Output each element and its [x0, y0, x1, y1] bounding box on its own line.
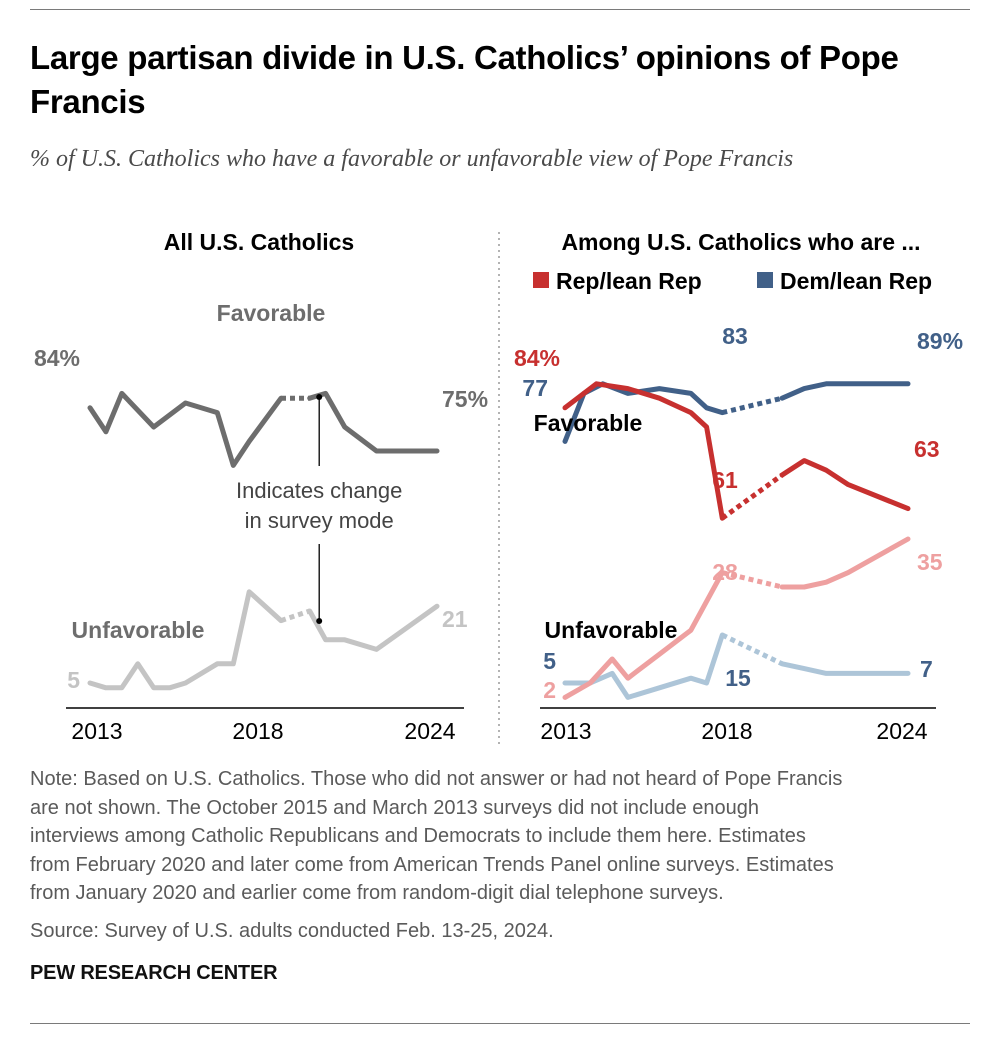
all-unfavorable-mode-change-segment: [280, 608, 311, 623]
all-favorable-end-label: 75%: [442, 386, 488, 412]
legend-label-rep: Rep/lean Rep: [556, 268, 702, 294]
note-line: interviews among Catholic Republicans an…: [30, 825, 806, 847]
rep-unfavorable-point-label: 28: [712, 559, 738, 585]
chart-canvas: All U.S. Catholics Among U.S. Catholics w…: [34, 229, 963, 745]
dem-unfavorable-mode-change-segment: [721, 632, 784, 667]
dem-favorable-start-label: 77: [522, 375, 548, 401]
mode-marker-bottom-dot: [316, 618, 323, 624]
rep-unfavorable-start-label: 2: [543, 677, 556, 703]
legend-swatch-dem: [757, 272, 773, 288]
note-line: are not shown. The October 2015 and Marc…: [30, 796, 759, 819]
all-favorable-line: [307, 390, 440, 454]
legend-label-dem: Dem/lean Rep: [780, 268, 932, 294]
chart-note: Note: Based on U.S. Catholics. Those who…: [30, 765, 975, 908]
rep-favorable-start-label: 84%: [514, 345, 560, 371]
all-unfavorable-series-label: Unfavorable: [72, 617, 205, 643]
dem-favorable-mode-change-segment: [721, 395, 783, 416]
right-favorable-series-label: Favorable: [534, 410, 643, 436]
chart-subtitle: % of U.S. Catholics who have a favorable…: [30, 146, 794, 172]
left-x-tick-label-2024: 2024: [404, 718, 455, 744]
rep-unfavorable-mode-change-segment: [721, 570, 783, 590]
rep-unfavorable-end-label: 35: [917, 549, 943, 575]
rep-favorable-mode-change-segment: [720, 472, 784, 521]
left-x-tick-label-2018: 2018: [232, 718, 283, 744]
rep-favorable-end-label: 63: [914, 436, 940, 462]
dem-unfavorable-end-label: 7: [920, 656, 933, 682]
dem-favorable-line: [779, 381, 911, 401]
rep-favorable-line: [562, 381, 725, 521]
mode-annotation-line-1: Indicates change: [236, 478, 402, 503]
dem-favorable-point-label: 83: [722, 323, 748, 349]
note-line: from January 2020 and earlier come from …: [30, 882, 724, 904]
mode-annotation-line-2: in survey mode: [245, 508, 394, 533]
top-rule: [30, 9, 970, 10]
dem-favorable-end-label: 89%: [917, 328, 963, 354]
all-favorable-line: [87, 390, 284, 468]
legend-swatch-rep: [533, 272, 549, 288]
all-favorable-series-label: Favorable: [217, 300, 326, 326]
left-panel-title: All U.S. Catholics: [164, 229, 354, 255]
pew-research-center-logo: PEW RESEARCH CENTER: [30, 962, 278, 984]
right-unfavorable-series-label: Unfavorable: [545, 617, 678, 643]
rep-favorable-min-label: 61: [712, 467, 738, 493]
all-favorable-start-label: 84%: [34, 345, 80, 371]
right-panel-title: Among U.S. Catholics who are ...: [561, 229, 920, 255]
chart-source: Source: Survey of U.S. adults conducted …: [30, 920, 554, 942]
right-x-tick-label-2013: 2013: [540, 718, 591, 744]
bottom-rule: [30, 1023, 970, 1024]
left-x-tick-label-2013: 2013: [71, 718, 122, 744]
all-unfavorable-end-label: 21: [442, 606, 468, 632]
dem-unfavorable-start-label: 5: [543, 648, 556, 674]
dem-unfavorable-point-label: 15: [725, 665, 751, 691]
note-line: from February 2020 and later come from A…: [30, 853, 834, 876]
right-x-tick-label-2018: 2018: [701, 718, 752, 744]
all-unfavorable-line: [307, 603, 440, 652]
right-x-tick-label-2024: 2024: [876, 718, 927, 744]
rep-favorable-line: [779, 458, 911, 512]
rep-unfavorable-line: [779, 536, 911, 590]
chart-title: Large partisan divide in U.S. Catholics’…: [30, 39, 899, 120]
dem-unfavorable-line: [779, 661, 911, 676]
all-unfavorable-start-label: 5: [67, 667, 80, 693]
note-line: Note: Based on U.S. Catholics. Those who…: [30, 768, 843, 790]
